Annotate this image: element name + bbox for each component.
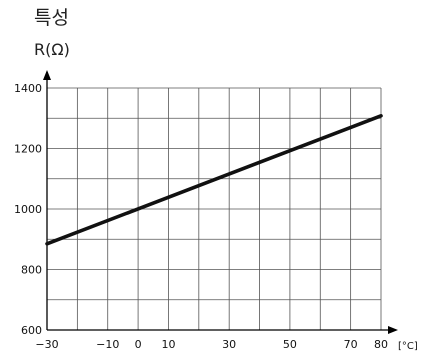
x-axis-unit: [°C] <box>398 341 418 352</box>
x-tick-label: 30 <box>222 338 236 351</box>
y-tick-labels: 600 800 1000 1200 1400 <box>14 82 42 337</box>
x-tick-label: −10 <box>96 338 119 351</box>
series-layer <box>45 114 383 246</box>
axes <box>43 70 398 334</box>
y-tick-label: 1400 <box>14 82 42 95</box>
y-tick-label: 600 <box>21 324 42 337</box>
grid-lines <box>47 87 382 330</box>
y-tick-label: 1200 <box>14 143 42 156</box>
x-tick-labels: −30 −10 0 10 30 50 70 80 <box>35 338 388 351</box>
y-tick-label: 1000 <box>14 203 42 216</box>
x-tick-label: 80 <box>374 338 388 351</box>
y-axis-arrow <box>43 70 51 80</box>
x-tick-label: 70 <box>344 338 358 351</box>
x-tick-label: 10 <box>161 338 175 351</box>
x-tick-label: 50 <box>283 338 297 351</box>
y-axis-label: R(Ω) <box>34 40 70 59</box>
y-tick-label: 800 <box>21 264 42 277</box>
x-axis-arrow <box>388 326 398 334</box>
chart-title: 특성 <box>34 7 69 29</box>
x-tick-label: −30 <box>35 338 58 351</box>
x-tick-label: 0 <box>135 338 142 351</box>
series-line <box>45 114 383 246</box>
